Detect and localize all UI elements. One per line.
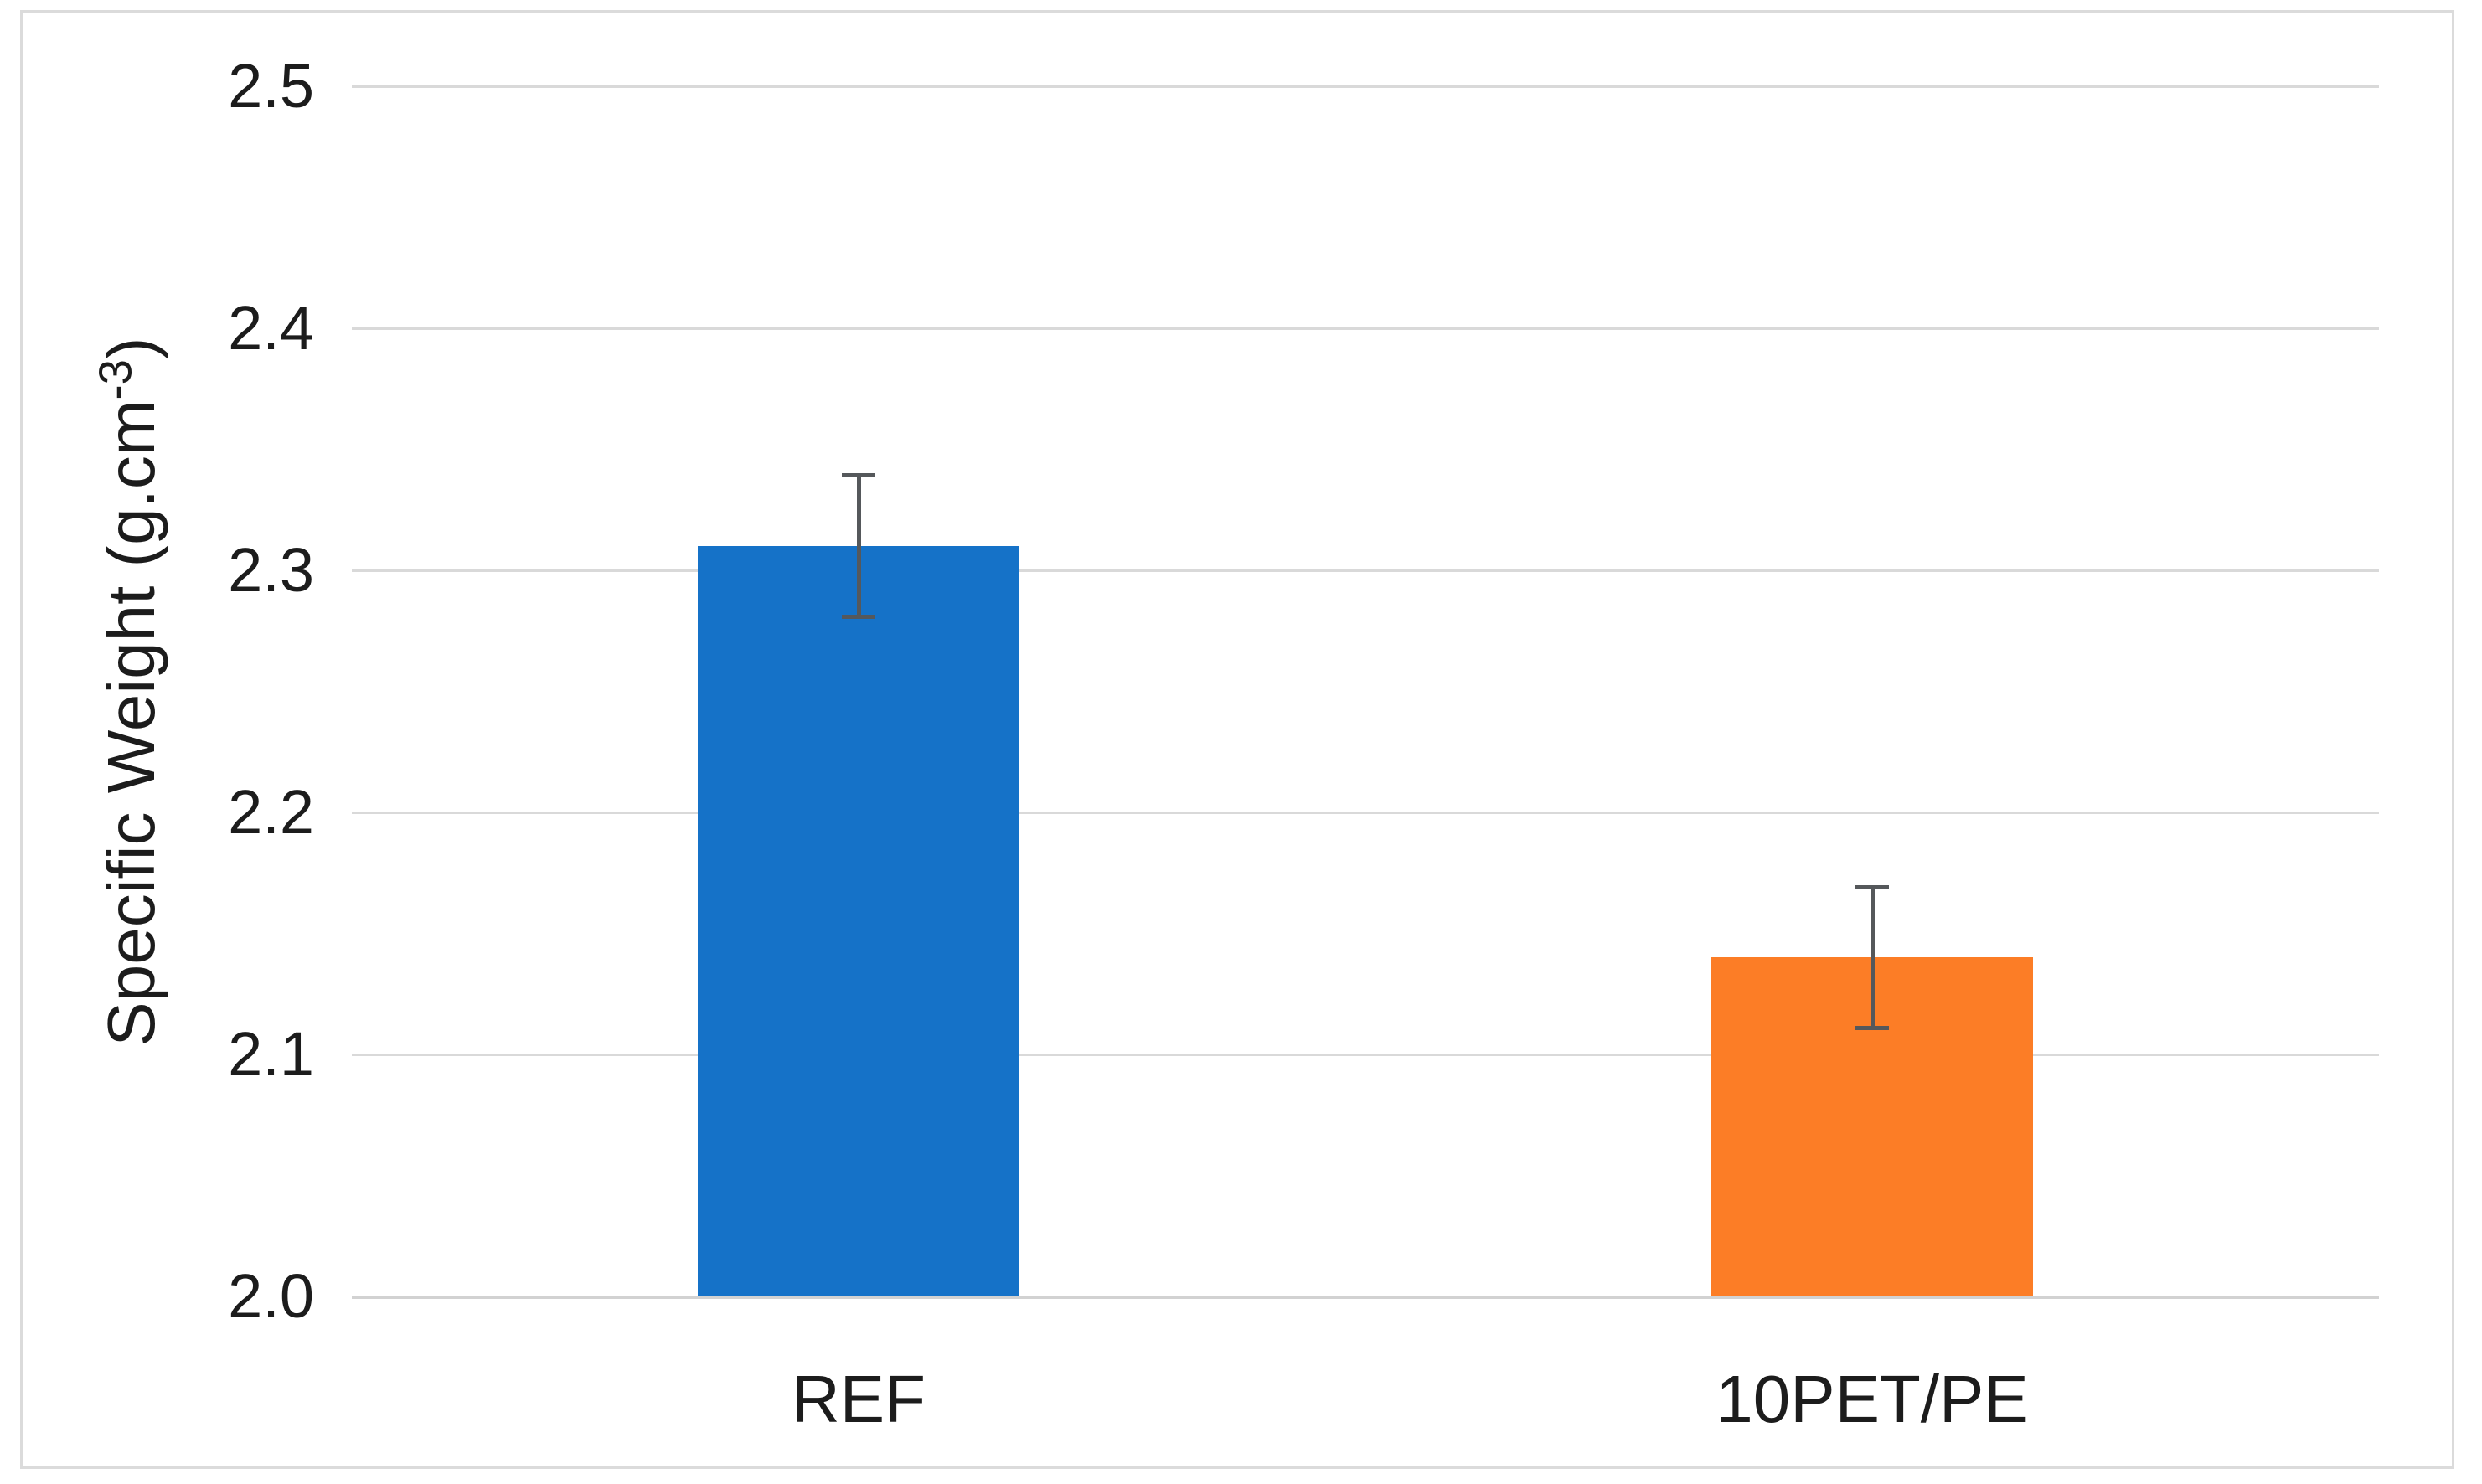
y-tick-label-2.1: 2.1 xyxy=(228,1019,314,1089)
y-tick-label-2.3: 2.3 xyxy=(228,535,314,605)
gridline-2.1 xyxy=(352,1053,2379,1056)
y-axis-title-suffix: ) xyxy=(94,336,168,359)
error-bar-cap-top-10pet-pe xyxy=(1855,884,1889,889)
y-axis-title: Specific Weight (g.cm-3) xyxy=(90,336,170,1047)
y-tick-label-2.2: 2.2 xyxy=(228,777,314,847)
error-bar-cap-top-ref xyxy=(842,473,875,478)
error-bar-10pet-pe xyxy=(1870,884,1875,1031)
bar-ref xyxy=(698,546,1019,1296)
chart-frame xyxy=(20,10,2454,1469)
y-axis-title-text: Specific Weight (g.cm xyxy=(94,399,168,1047)
x-category-label-10pet-pe: 10PET/PE xyxy=(1716,1362,2029,1436)
gridline-2.3 xyxy=(352,569,2379,572)
y-axis-title-superscript: -3 xyxy=(90,358,142,399)
gridline-2.4 xyxy=(352,327,2379,330)
gridline-2.5 xyxy=(352,85,2379,88)
error-bar-cap-bottom-10pet-pe xyxy=(1855,1026,1889,1031)
error-bar-ref xyxy=(856,473,861,619)
gridline-2.2 xyxy=(352,811,2379,814)
error-bar-cap-bottom-ref xyxy=(842,614,875,619)
y-tick-label-2.0: 2.0 xyxy=(228,1261,314,1331)
y-tick-label-2.4: 2.4 xyxy=(228,293,314,363)
y-tick-label-2.5: 2.5 xyxy=(228,51,314,121)
x-axis-line xyxy=(352,1296,2379,1299)
x-category-label-ref: REF xyxy=(792,1362,926,1436)
